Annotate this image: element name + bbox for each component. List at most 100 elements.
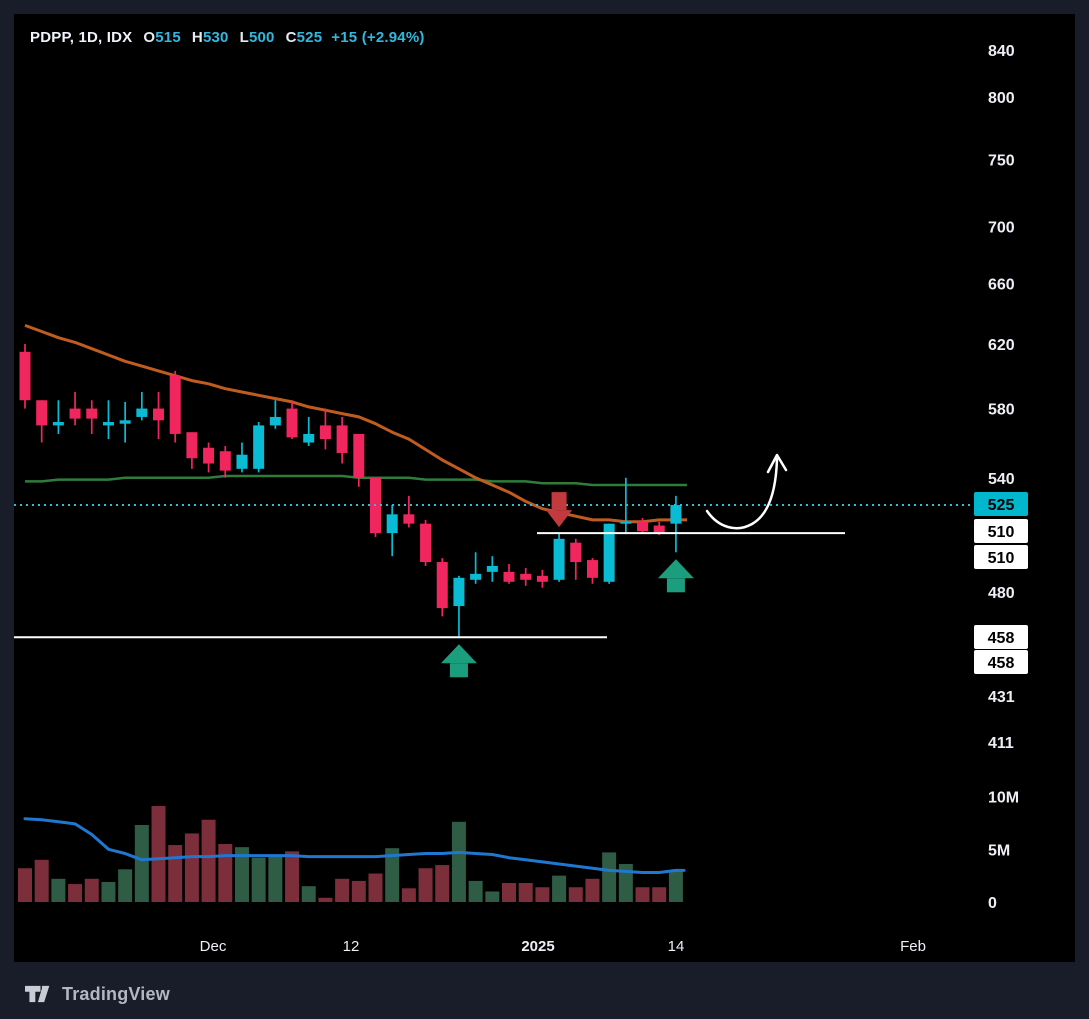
price-axis-label: 540 bbox=[988, 471, 1015, 488]
volume-bar[interactable] bbox=[118, 869, 133, 902]
candle[interactable] bbox=[553, 533, 565, 582]
candle[interactable] bbox=[102, 400, 114, 440]
volume-bar[interactable] bbox=[318, 897, 333, 902]
candle[interactable] bbox=[153, 392, 165, 440]
curved-arrow-drawing[interactable] bbox=[705, 453, 788, 530]
volume-bar[interactable] bbox=[535, 887, 550, 902]
volume-bar[interactable] bbox=[134, 824, 149, 902]
candle[interactable] bbox=[253, 422, 265, 473]
candle-body bbox=[520, 573, 532, 580]
volume-bar[interactable] bbox=[184, 833, 199, 902]
volume-bar[interactable] bbox=[285, 851, 300, 902]
candle[interactable] bbox=[169, 370, 181, 443]
volume-bar[interactable] bbox=[435, 865, 450, 902]
candle[interactable] bbox=[403, 495, 415, 528]
volume-bar[interactable] bbox=[668, 870, 683, 902]
volume-bar[interactable] bbox=[602, 852, 617, 902]
candle[interactable] bbox=[369, 477, 381, 537]
chart-pane[interactable] bbox=[14, 14, 1075, 962]
price-axis[interactable]: 840 800 750 700 660 620 580 540 480 431 411 10M 5M 0 5… bbox=[974, 43, 1028, 912]
volume-bar[interactable] bbox=[418, 868, 433, 902]
volume-bar[interactable] bbox=[251, 857, 266, 902]
candle-body bbox=[19, 351, 31, 401]
candle[interactable] bbox=[470, 552, 482, 584]
candle[interactable] bbox=[486, 556, 498, 582]
volume-bar[interactable] bbox=[168, 845, 183, 902]
candle[interactable] bbox=[286, 400, 298, 440]
symbol-legend[interactable]: PDPP, 1D, IDX O515 H530 L500 C525 +15 (+2.94%… bbox=[30, 29, 425, 47]
volume-bar[interactable] bbox=[368, 873, 383, 902]
volume-bar[interactable] bbox=[451, 821, 466, 902]
volume-bar[interactable] bbox=[335, 878, 350, 902]
candle[interactable] bbox=[586, 558, 598, 584]
candle[interactable] bbox=[453, 575, 465, 638]
volume-bar[interactable] bbox=[218, 843, 233, 902]
volume-axis-label: 10M bbox=[988, 790, 1019, 807]
arrow-up-marker[interactable] bbox=[440, 644, 477, 678]
candle[interactable] bbox=[19, 343, 31, 409]
candle[interactable] bbox=[219, 446, 231, 478]
volume-bar[interactable] bbox=[618, 864, 633, 902]
tradingview-logo-icon[interactable] bbox=[25, 985, 53, 1003]
volume-bar[interactable] bbox=[68, 884, 83, 902]
candle-body bbox=[586, 560, 598, 578]
volume-bar[interactable] bbox=[635, 887, 650, 902]
arrow-down-marker[interactable] bbox=[546, 492, 573, 528]
candle[interactable] bbox=[637, 518, 649, 534]
volume-bar[interactable] bbox=[518, 883, 533, 902]
candle[interactable] bbox=[52, 400, 64, 434]
volume-bar[interactable] bbox=[234, 847, 249, 902]
candle[interactable] bbox=[420, 519, 432, 566]
ma-fast-line[interactable] bbox=[24, 323, 687, 524]
volume-bar[interactable] bbox=[151, 805, 166, 902]
volume-bar[interactable] bbox=[201, 819, 216, 902]
volume-bar[interactable] bbox=[485, 891, 500, 902]
candle[interactable] bbox=[536, 569, 548, 588]
candle[interactable] bbox=[269, 400, 281, 429]
volume-ma-line[interactable] bbox=[23, 817, 686, 874]
volume-bar[interactable] bbox=[34, 859, 49, 902]
candle[interactable] bbox=[236, 442, 248, 473]
volume-bar[interactable] bbox=[301, 886, 316, 902]
volume-bar[interactable] bbox=[585, 878, 600, 902]
volume-bar[interactable] bbox=[101, 881, 116, 902]
candle-body bbox=[503, 571, 515, 582]
volume-bar[interactable] bbox=[268, 854, 283, 902]
volume-bar[interactable] bbox=[84, 878, 99, 902]
candle[interactable] bbox=[186, 432, 198, 469]
volume-bar[interactable] bbox=[652, 887, 667, 902]
candle[interactable] bbox=[570, 538, 582, 580]
volume-bar[interactable] bbox=[468, 880, 483, 902]
candle[interactable] bbox=[303, 416, 315, 447]
candle[interactable] bbox=[203, 442, 215, 473]
volume-bar[interactable] bbox=[568, 887, 583, 902]
candle[interactable] bbox=[136, 392, 148, 421]
price-axis-label: 431 bbox=[988, 689, 1015, 706]
candle[interactable] bbox=[36, 400, 48, 443]
candle[interactable] bbox=[503, 563, 515, 584]
candle[interactable] bbox=[353, 433, 365, 487]
candle[interactable] bbox=[319, 408, 331, 450]
candle[interactable] bbox=[386, 505, 398, 557]
arrow-up-marker[interactable] bbox=[657, 559, 694, 593]
candle[interactable] bbox=[436, 558, 448, 617]
candle[interactable] bbox=[620, 477, 632, 534]
time-axis[interactable]: Dec 12 2025 14 Feb bbox=[200, 938, 926, 955]
volume-bar[interactable] bbox=[18, 868, 32, 902]
volume-bar[interactable] bbox=[351, 880, 366, 902]
volume-bar[interactable] bbox=[51, 878, 66, 902]
candle[interactable] bbox=[119, 401, 131, 443]
open-label: O bbox=[143, 29, 156, 46]
symbol-title[interactable]: PDPP, 1D, IDX bbox=[30, 29, 133, 46]
candle[interactable] bbox=[336, 416, 348, 464]
volume-bar[interactable] bbox=[552, 875, 567, 902]
tradingview-brand[interactable]: TradingView bbox=[62, 983, 170, 1004]
candle[interactable] bbox=[520, 567, 532, 586]
candle[interactable] bbox=[69, 392, 81, 426]
volume-bar[interactable] bbox=[502, 883, 517, 902]
candle-body bbox=[453, 577, 465, 607]
volume-bar[interactable] bbox=[385, 848, 400, 902]
candle[interactable] bbox=[86, 400, 98, 434]
volume-bar[interactable] bbox=[401, 888, 416, 902]
